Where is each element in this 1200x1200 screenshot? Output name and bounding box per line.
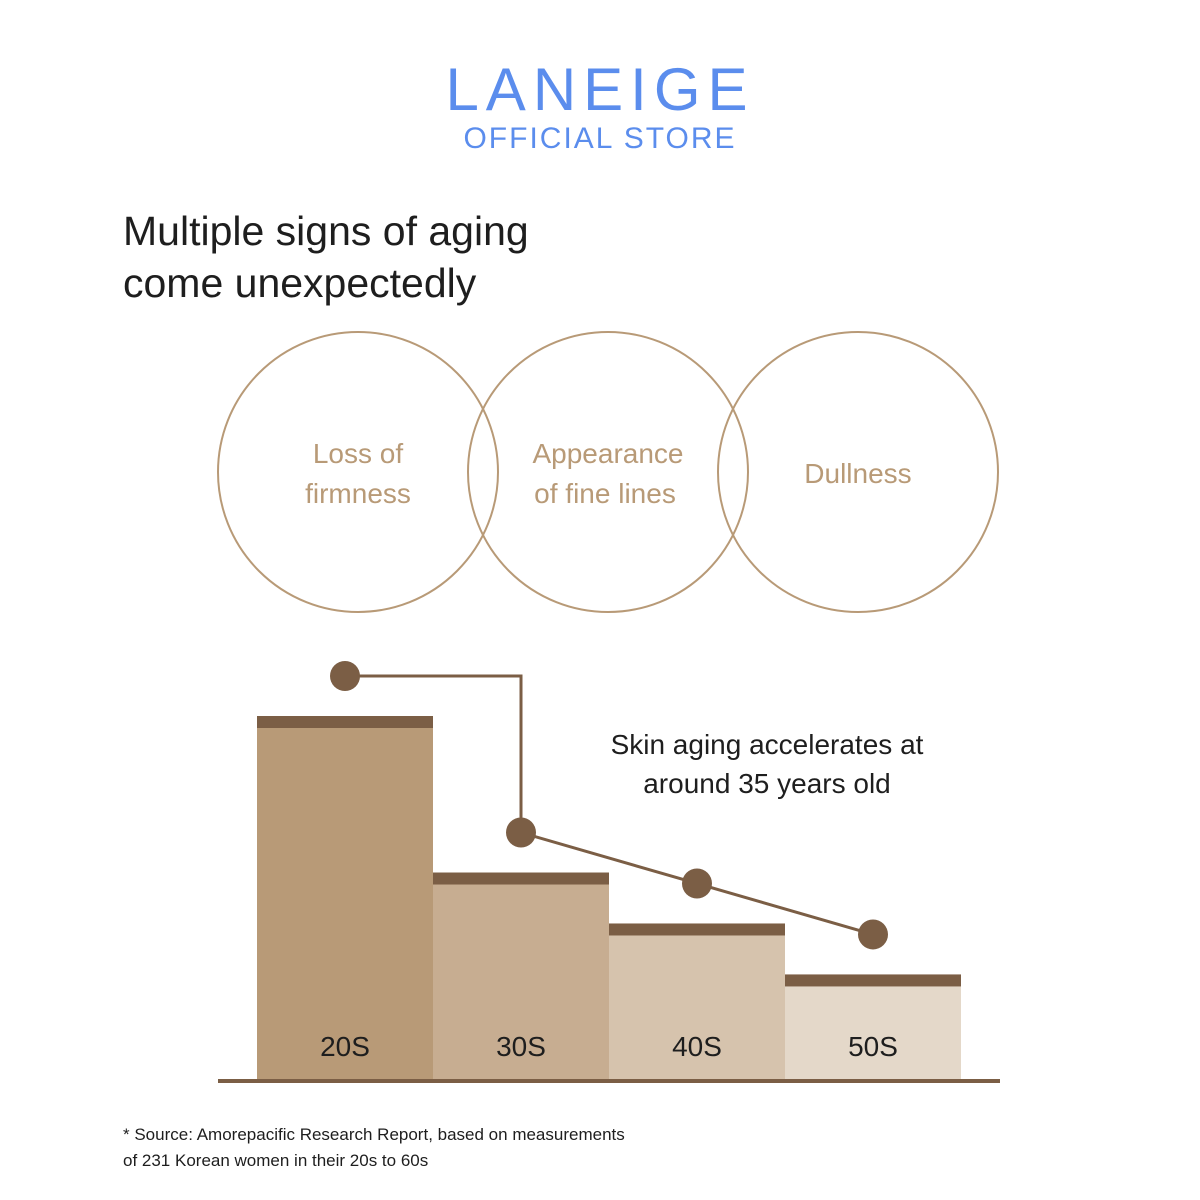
brand-name: LANEIGE [445, 56, 755, 123]
sign-label-firmness-2: firmness [305, 478, 411, 509]
headline-line-1: Multiple signs of aging [123, 208, 529, 254]
sign-label-firmness-1: Loss of [313, 438, 403, 469]
marker-point-50s [858, 919, 888, 950]
sign-circle-dullness [717, 331, 999, 613]
sign-circle-fine-lines [467, 331, 749, 613]
signs-circles: Loss of firmness Appearance of fine line… [217, 331, 999, 613]
category-label-30s: 30S [496, 1031, 546, 1062]
footnote-line-1: * Source: Amorepacific Research Report, … [123, 1125, 625, 1144]
category-label-50s: 50S [848, 1031, 898, 1062]
sign-label-fine-lines-1: Appearance [532, 438, 683, 469]
category-label-40s: 40S [672, 1031, 722, 1062]
headline: Multiple signs of aging come unexpectedl… [123, 205, 529, 309]
brand-logo: LANEIGE OFFICIAL STORE [0, 55, 1200, 157]
sign-label-dullness: Dullness [804, 458, 911, 489]
marker-line-layer [330, 661, 888, 950]
annotation-line-2: around 35 years old [643, 768, 891, 799]
source-footnote: * Source: Amorepacific Research Report, … [123, 1122, 625, 1174]
bar-cap-50s [785, 974, 961, 987]
marker-point-30s [506, 817, 536, 848]
bar-30s [433, 872, 609, 1080]
bar-20s [257, 716, 433, 1080]
bar-cap-20s [257, 716, 433, 728]
sign-label-fine-lines-2: of fine lines [534, 478, 676, 509]
marker-point-40s [682, 868, 712, 899]
bar-50s [785, 974, 961, 1080]
bar-cap-30s [433, 872, 609, 885]
sign-circle-firmness [217, 331, 499, 613]
bar-cap-40s [609, 923, 785, 936]
bars-layer: 20S 30S 40S 50S [257, 716, 961, 1080]
footnote-line-2: of 231 Korean women in their 20s to 60s [123, 1151, 429, 1170]
brand-subtitle: OFFICIAL STORE [463, 122, 737, 155]
annotation-line-1: Skin aging accelerates at [611, 729, 924, 760]
marker-point-20s [330, 661, 360, 691]
bar-40s [609, 923, 785, 1080]
category-label-20s: 20S [320, 1031, 370, 1062]
headline-line-2: come unexpectedly [123, 260, 477, 306]
